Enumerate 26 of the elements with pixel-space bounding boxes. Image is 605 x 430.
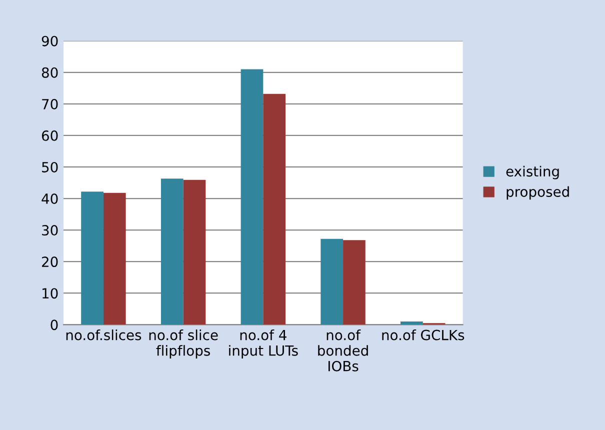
bar <box>263 94 286 325</box>
x-tick-label: no.of.slices <box>66 330 142 340</box>
y-tick-label: 40 <box>42 193 58 204</box>
bar <box>240 69 264 325</box>
y-tick-label: 30 <box>42 225 58 236</box>
y-tick-label: 90 <box>42 36 58 46</box>
bar <box>320 238 344 325</box>
x-tick-label: no.of GCLKs <box>382 330 464 340</box>
y-tick-label: 70 <box>42 98 58 110</box>
bar <box>400 321 423 325</box>
bar <box>183 180 206 325</box>
x-tick-label: no.of slice flipflops <box>149 330 218 359</box>
bar <box>81 192 104 325</box>
y-tick-label: 60 <box>42 130 58 141</box>
legend-label: existing <box>506 166 559 180</box>
y-tick-label: 50 <box>42 162 58 172</box>
y-tick-label: 80 <box>42 67 58 78</box>
y-tick-label: 20 <box>42 256 58 268</box>
bar <box>160 178 184 325</box>
y-tick-label: 10 <box>42 288 58 299</box>
bar <box>343 240 366 325</box>
legend-label: proposed <box>506 186 569 200</box>
bar <box>103 192 126 325</box>
x-tick-label: no.of bonded IOBs <box>318 330 368 372</box>
x-tick-label: no.of 4 input LUTs <box>229 330 298 359</box>
y-tick-label: 0 <box>50 320 58 330</box>
